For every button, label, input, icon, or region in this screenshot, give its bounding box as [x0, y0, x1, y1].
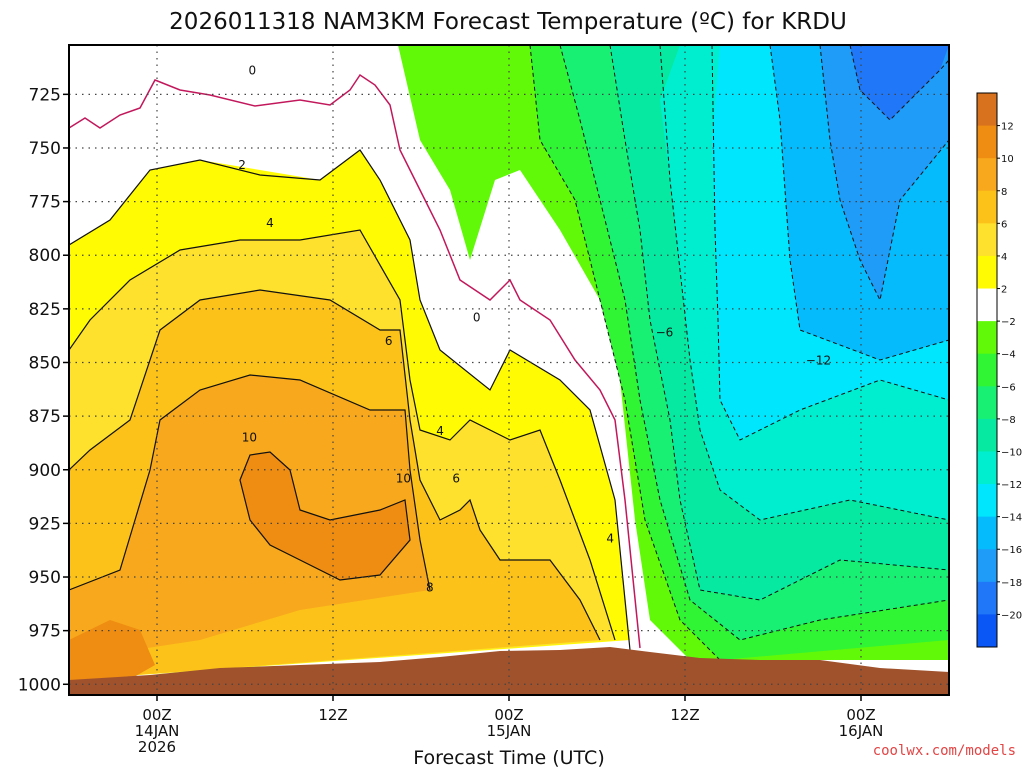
- contour-label: −6: [656, 325, 674, 339]
- cold-band-minus18: [820, 45, 949, 300]
- colorbar-frame: [976, 92, 998, 648]
- x-tick-label: 14JAN: [135, 722, 180, 740]
- colorbar-swatch: [977, 451, 997, 485]
- isotherm-6: [69, 289, 601, 641]
- x-tick-label: 2026: [138, 738, 176, 756]
- y-tick-label: 850: [29, 353, 61, 373]
- colorbar-label: 8: [1001, 187, 1007, 198]
- colorbar-label: −2: [1001, 317, 1016, 328]
- contour-label: 10: [242, 431, 257, 445]
- colorbar-label: 2: [1001, 285, 1007, 296]
- y-axis: 725 750 775 800 825 850 875 900 925 950 975 1000: [18, 85, 69, 695]
- warm-band-10: [240, 452, 410, 580]
- colorbar-swatch: [977, 581, 997, 615]
- colorbar-swatch: [977, 321, 997, 355]
- colorbar-swatch: [977, 158, 997, 192]
- y-tick-label: 900: [29, 461, 61, 481]
- colorbar-label: −16: [1001, 545, 1022, 556]
- y-tick-label: 725: [29, 85, 61, 105]
- x-axis-title: Forecast Time (UTC): [413, 747, 604, 768]
- contour-label: 0: [249, 64, 257, 78]
- x-tick-label: 12Z: [670, 706, 699, 724]
- colorbar-label: 4: [1001, 252, 1007, 263]
- contour-label: 4: [266, 216, 274, 230]
- isotherm-minus18: [849, 45, 949, 121]
- colorbar-swatch: [977, 418, 997, 452]
- y-tick-label: 875: [29, 407, 61, 427]
- y-tick-label: 775: [29, 193, 61, 213]
- x-tick-label: 15JAN: [487, 722, 532, 740]
- colorbar-swatch: [977, 93, 997, 127]
- colorbar-label: 10: [1001, 154, 1014, 165]
- contour-label: 6: [385, 334, 393, 348]
- isotherm-4: [69, 229, 616, 641]
- y-tick-label: 750: [29, 139, 61, 159]
- colorbar-swatch: [977, 614, 997, 648]
- contour-label: 4: [606, 531, 614, 545]
- colorbar-label: −6: [1001, 382, 1016, 393]
- y-tick-label: 925: [29, 514, 61, 534]
- isotherm-minus10: [659, 45, 949, 521]
- contour-labels: 0 0 2 4 6 10 10 6 4 8 4 −6 −12: [238, 64, 831, 595]
- colorbar-label: −10: [1001, 447, 1022, 458]
- isotherm-8: [69, 374, 431, 591]
- colorbar-label: −18: [1001, 578, 1022, 589]
- x-tick-label: 00Z: [494, 706, 523, 724]
- y-tick-label: 950: [29, 568, 61, 588]
- warm-surface-band: [69, 620, 155, 690]
- chart-title: 2026011318 NAM3KM Forecast Temperature (…: [169, 9, 847, 35]
- isotherm-minus14: [769, 45, 949, 361]
- colorbar-label: −20: [1001, 610, 1022, 621]
- colorbar-label: 6: [1001, 219, 1007, 230]
- credit-text: coolwx.com/models: [873, 743, 1016, 759]
- colorbar-label: −12: [1001, 480, 1022, 491]
- contour-label: 0: [473, 310, 481, 324]
- isotherm-minus4: [529, 45, 721, 661]
- contour-label: 2: [238, 158, 246, 172]
- colorbar-swatch: [977, 353, 997, 387]
- isotherm-minus16: [819, 45, 949, 302]
- colorbar-swatch: [977, 288, 997, 322]
- colorbar-label: −4: [1001, 350, 1016, 361]
- y-tick-label: 975: [29, 622, 61, 642]
- colorbar-label: −8: [1001, 415, 1016, 426]
- colorbar-label: −14: [1001, 513, 1022, 524]
- x-tick-label: 12Z: [318, 706, 347, 724]
- y-tick-label: 800: [29, 246, 61, 266]
- contour-label: −12: [806, 353, 831, 367]
- ground-terrain: [69, 647, 949, 695]
- colorbar: 12 10 8 6 4 2 −2 −4 −6 −8 −10 −12 −14 −16 −18 −20: [976, 92, 1022, 648]
- x-tick-label: 16JAN: [839, 722, 884, 740]
- colorbar-swatch: [977, 386, 997, 420]
- y-tick-label: 825: [29, 300, 61, 320]
- contour-label: 8: [426, 581, 434, 595]
- colorbar-swatch: [977, 484, 997, 518]
- contour-label: 10: [396, 471, 411, 485]
- isotherm-minus6: [559, 45, 949, 641]
- contour-label: 4: [436, 424, 444, 438]
- colorbar-label: 12: [1001, 122, 1014, 133]
- colorbar-swatch: [977, 223, 997, 257]
- contour-label: 6: [452, 471, 460, 485]
- y-tick-label: 1000: [18, 675, 61, 695]
- colorbar-swatch: [977, 549, 997, 583]
- colorbar-swatch: [977, 125, 997, 159]
- isotherm-minus8: [609, 45, 949, 601]
- colorbar-swatch: [977, 190, 997, 224]
- x-tick-label: 00Z: [846, 706, 875, 724]
- colorbar-swatch: [977, 255, 997, 290]
- isotherm-10: [239, 451, 411, 581]
- colorbar-swatch: [977, 516, 997, 550]
- isotherm-2: [69, 149, 631, 651]
- cold-band-minus20: [850, 45, 949, 120]
- x-tick-label: 00Z: [142, 706, 171, 724]
- grid-lines: [69, 45, 949, 695]
